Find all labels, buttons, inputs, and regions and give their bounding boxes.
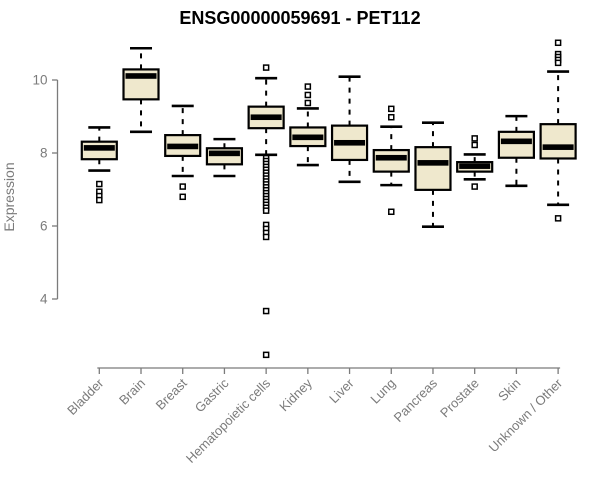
x-tick-label-kidney: Kidney <box>276 375 315 414</box>
iqr-box <box>372 148 410 173</box>
median-line <box>125 73 157 79</box>
x-tick-label-lung: Lung <box>367 376 398 407</box>
median-line <box>250 114 282 121</box>
iqr-box <box>414 146 452 191</box>
x-tick-label-brain: Brain <box>116 376 148 408</box>
x-tick-label-unknown-other: Unknown / Other <box>486 375 566 455</box>
chart-title: ENSG00000059691 - PET112 <box>179 8 420 28</box>
y-tick-label-6: 6 <box>40 219 48 234</box>
boxplot-brain <box>122 46 160 134</box>
outlier-point <box>96 196 103 204</box>
median-line <box>83 145 115 151</box>
x-tick-label-liver: Liver <box>326 375 357 406</box>
boxplot-breast <box>164 104 202 201</box>
iqr-box <box>497 130 535 159</box>
median-line <box>417 160 449 166</box>
y-tick-label-10: 10 <box>32 73 47 88</box>
outlier-point <box>262 351 270 359</box>
outlier-point <box>262 207 270 214</box>
x-tick-label-prostate: Prostate <box>437 376 482 421</box>
boxplot-pancreas <box>414 121 452 229</box>
y-axis-label: Expression <box>1 162 17 231</box>
outlier-point <box>179 183 186 190</box>
outlier-point <box>304 83 312 90</box>
boxes-group <box>80 39 577 359</box>
y-tick-label-8: 8 <box>40 146 48 161</box>
boxplot-lung <box>372 105 410 216</box>
median-line <box>375 154 407 161</box>
y-tick-label-4: 4 <box>40 292 48 307</box>
median-line <box>208 150 240 157</box>
outlier-point <box>554 215 562 222</box>
outlier-point <box>179 193 186 201</box>
x-tick-label-pancreas: Pancreas <box>391 375 441 425</box>
boxplot-liver <box>330 75 369 184</box>
boxplot-prostate <box>456 135 494 190</box>
boxplot-hematopoietic-cells <box>247 64 285 359</box>
median-line <box>459 163 491 169</box>
iqr-box <box>539 123 577 160</box>
x-tick-label-skin: Skin <box>495 376 523 404</box>
outlier-point <box>262 64 270 71</box>
outlier-point <box>388 105 395 113</box>
x-tick-label-breast: Breast <box>153 375 190 412</box>
x-tick-label-gastric: Gastric <box>192 375 232 415</box>
outlier-point <box>471 141 478 149</box>
median-line <box>334 139 366 146</box>
outlier-point <box>304 91 312 99</box>
outlier-point <box>388 208 395 216</box>
boxplot-gastric <box>205 137 244 178</box>
median-line <box>542 144 574 150</box>
outlier-point <box>96 180 103 188</box>
outlier-point <box>262 307 270 315</box>
outlier-point <box>554 39 562 47</box>
boxplot-unknown-other <box>539 39 577 222</box>
x-tick-label-bladder: Bladder <box>64 375 107 418</box>
outlier-point <box>262 233 270 241</box>
boxplot-skin <box>497 114 535 188</box>
outlier-point <box>304 99 312 107</box>
outlier-point <box>554 59 562 67</box>
median-line <box>292 134 324 141</box>
median-line <box>500 138 532 145</box>
outlier-point <box>471 183 478 190</box>
boxplot-bladder <box>80 126 118 204</box>
boxplot-kidney <box>289 83 327 167</box>
outlier-point <box>471 135 478 142</box>
median-line <box>167 143 199 150</box>
outlier-point <box>388 113 395 121</box>
